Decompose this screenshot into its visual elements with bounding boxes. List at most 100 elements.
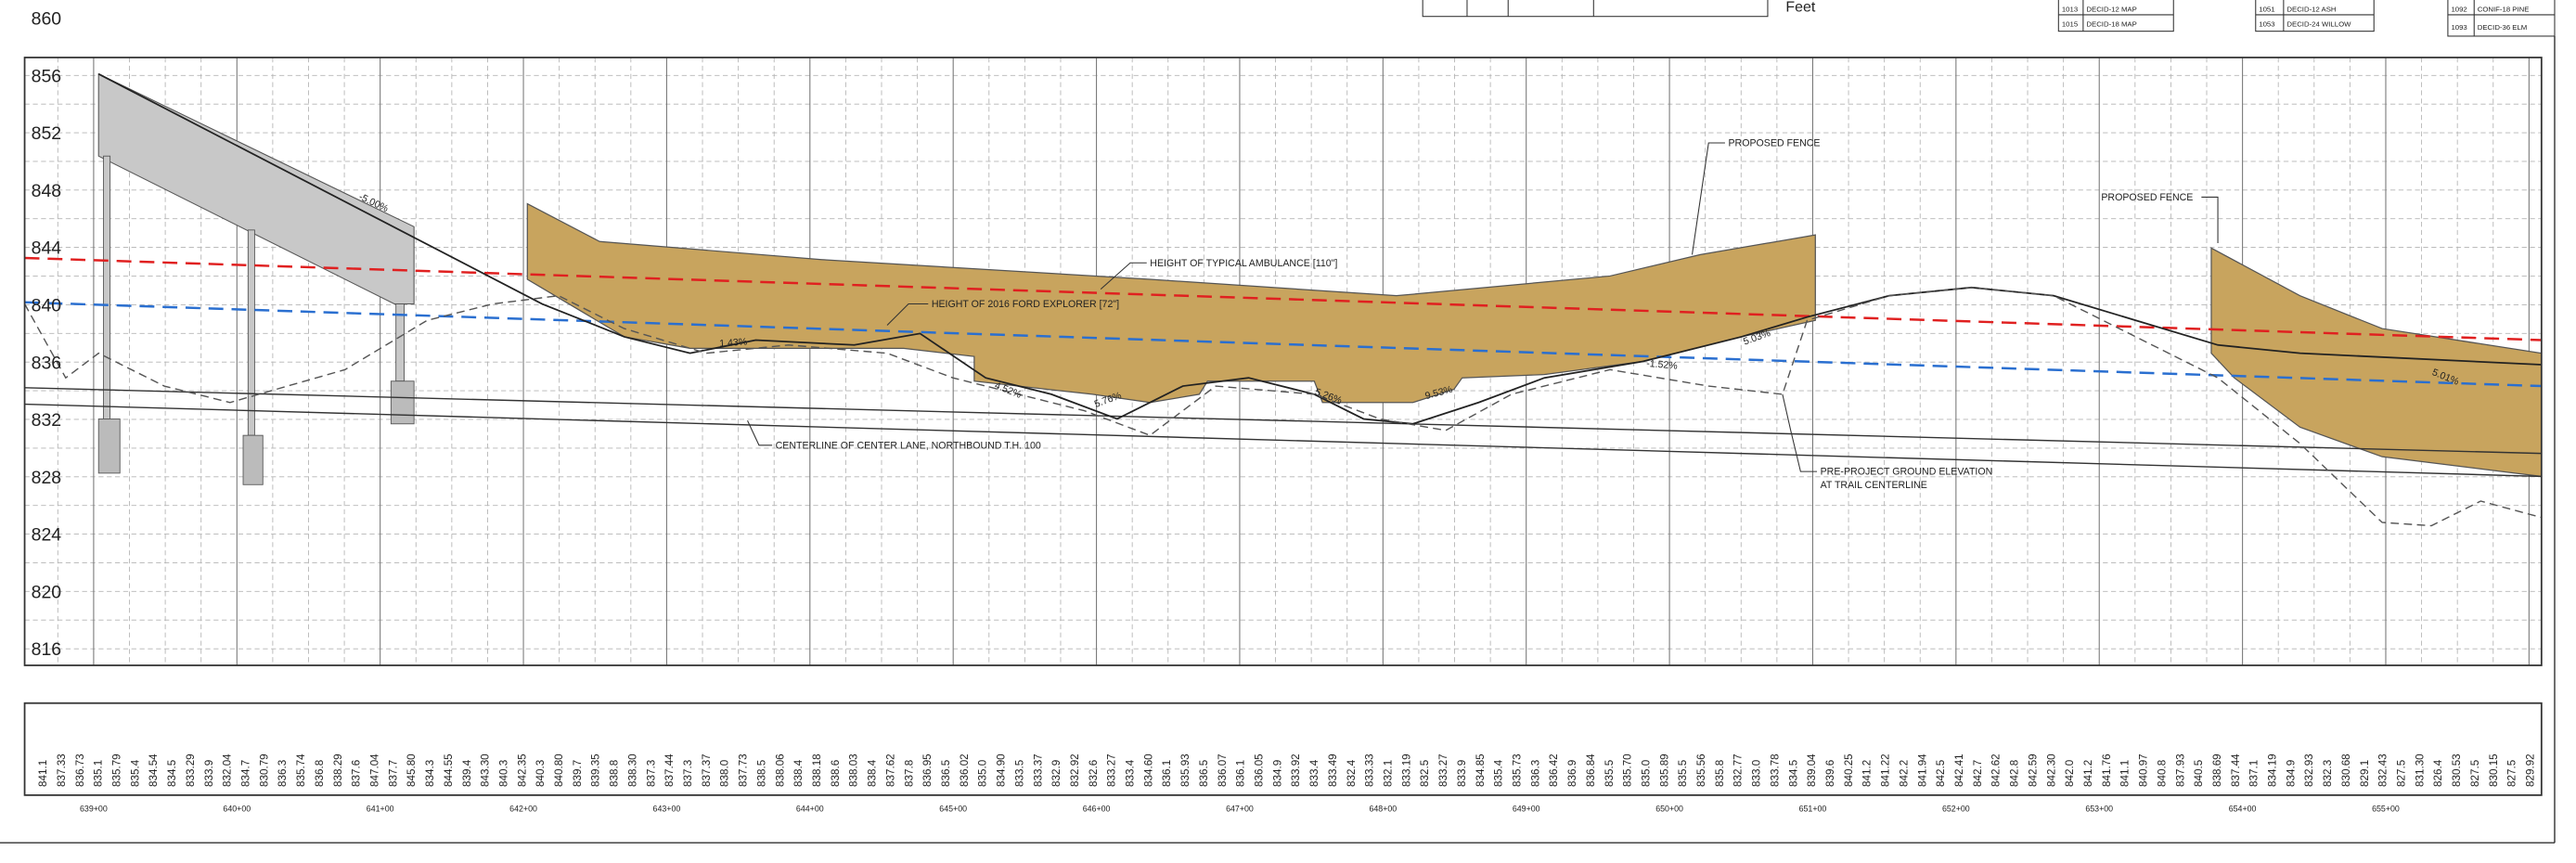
elevation-reading: 841.1 bbox=[37, 760, 49, 787]
elevation-reading: 842.41 bbox=[1953, 754, 1965, 787]
elevation-reading: 834.60 bbox=[1142, 754, 1154, 787]
footing bbox=[391, 381, 414, 424]
elevation-reading: 835.0 bbox=[977, 759, 989, 787]
elevation-reading: 838.18 bbox=[811, 754, 823, 787]
elevation-reading: 838.4 bbox=[792, 759, 805, 787]
elevation-reading: 847.04 bbox=[368, 754, 380, 787]
elevation-reading: 836.42 bbox=[1548, 754, 1560, 787]
elevation-reading: 837.62 bbox=[884, 754, 896, 787]
elevation-reading: 838.5 bbox=[755, 760, 767, 787]
elevation-label: 848 bbox=[32, 181, 61, 201]
elevation-reading: 836.8 bbox=[314, 760, 326, 787]
elevation-reading: 843.30 bbox=[480, 754, 492, 787]
station-label: 647+00 bbox=[1226, 805, 1254, 814]
elevation-reading: 831.30 bbox=[2414, 754, 2426, 787]
station-label: 640+00 bbox=[223, 805, 251, 814]
elevation-reading: 837.8 bbox=[903, 760, 915, 787]
elevation-reading: 837.44 bbox=[663, 754, 676, 787]
elevation-label: 860 bbox=[32, 9, 62, 30]
elevation-reading: 837.37 bbox=[701, 754, 713, 787]
elevation-reading: 835.1 bbox=[93, 760, 105, 787]
profile-sheet: Feet 1013 DECID-12 MAP 1015 DECID-18 MAP… bbox=[0, 0, 2576, 863]
elevation-reading: 838.06 bbox=[774, 754, 786, 787]
elevation-reading: 833.78 bbox=[1769, 754, 1781, 787]
elevation-reading: 837.93 bbox=[2174, 754, 2186, 787]
elevation-reading: 842.2 bbox=[1898, 760, 1910, 787]
elevation-reading: 839.6 bbox=[1824, 760, 1836, 787]
elevation-reading: 832.43 bbox=[2377, 754, 2389, 787]
elevation-label: 840 bbox=[32, 295, 62, 316]
elevation-reading: 837.6 bbox=[351, 760, 363, 787]
elevation-reading: 838.6 bbox=[830, 760, 842, 787]
elevation-reading: 832.9 bbox=[1050, 760, 1063, 787]
station-label: 649+00 bbox=[1513, 805, 1540, 814]
elevation-reading: 835.93 bbox=[1179, 754, 1191, 787]
elevation-label: 836 bbox=[32, 353, 61, 373]
footing bbox=[98, 419, 120, 472]
elevation-reading: 845.80 bbox=[406, 754, 418, 787]
legend-species: CONIF-18 PINE bbox=[2478, 5, 2530, 13]
legend-code: 1092 bbox=[2451, 5, 2467, 13]
elevation-reading: 832.77 bbox=[1732, 754, 1745, 787]
slope-label: 1.43% bbox=[719, 336, 748, 349]
elevation-reading: 840.8 bbox=[2156, 760, 2168, 787]
station-label: 653+00 bbox=[2085, 805, 2113, 814]
elevation-reading: 837.73 bbox=[738, 754, 750, 787]
elevation-reading: 837.44 bbox=[2230, 754, 2242, 787]
elevation-reading: 835.79 bbox=[111, 754, 123, 787]
elevation-reading: 833.27 bbox=[1437, 754, 1449, 787]
elevation-reading: 833.0 bbox=[1751, 759, 1763, 787]
elevation-reading: 835.5 bbox=[1604, 760, 1616, 787]
elevation-reading: 838.8 bbox=[609, 760, 621, 787]
elevation-reading: 838.03 bbox=[848, 754, 860, 787]
elevation-reading: 835.0 bbox=[1640, 759, 1652, 787]
elevation-reading: 841.2 bbox=[1861, 760, 1874, 787]
elevation-reading: 840.80 bbox=[553, 754, 565, 787]
elevation-reading: 836.73 bbox=[74, 754, 86, 787]
elevation-reading: 835.5 bbox=[1677, 760, 1689, 787]
elevation-reading: 835.89 bbox=[1658, 754, 1670, 787]
station-label: 639+00 bbox=[80, 805, 108, 814]
elevation-reading: 837.1 bbox=[2248, 760, 2260, 787]
elevation-reading: 836.02 bbox=[959, 754, 971, 787]
elevation-reading: 834.19 bbox=[2267, 754, 2279, 787]
elevation-reading: 834.90 bbox=[996, 754, 1008, 787]
elevation-reading: 841.76 bbox=[2101, 754, 2113, 787]
elevation-reading: 834.7 bbox=[240, 760, 252, 787]
station-label: 642+00 bbox=[509, 805, 537, 814]
elevation-reading: 841.22 bbox=[1880, 754, 1892, 787]
elevation-reading: 836.3 bbox=[1529, 760, 1541, 787]
clearance-envelope bbox=[527, 204, 1815, 403]
elevation-reading: 833.27 bbox=[1106, 754, 1118, 787]
elevation-reading: 836.07 bbox=[1217, 754, 1229, 787]
elevation-reading: 827.5 bbox=[2506, 760, 2518, 787]
elevation-reading: 838.0 bbox=[719, 759, 731, 787]
elevation-reading: 832.93 bbox=[2303, 754, 2315, 787]
elevation-reading: 833.29 bbox=[185, 754, 197, 787]
elevation-reading: 832.5 bbox=[1419, 760, 1431, 787]
elevation-reading: 833.9 bbox=[203, 760, 215, 787]
elevation-reading: 834.85 bbox=[1475, 754, 1487, 787]
elevation-reading: 840.25 bbox=[1843, 754, 1855, 787]
elevation-reading: 837.3 bbox=[682, 760, 694, 787]
elevation-reading: 832.04 bbox=[222, 754, 234, 787]
elevation-reading: 836.1 bbox=[1235, 760, 1247, 787]
elevation-label: 828 bbox=[32, 468, 61, 488]
elevation-reading: 833.37 bbox=[1032, 754, 1044, 787]
elevation-reading: 842.5 bbox=[1935, 760, 1947, 787]
elevation-reading: 835.8 bbox=[1714, 760, 1726, 787]
station-label: 643+00 bbox=[653, 805, 681, 814]
station-label: 650+00 bbox=[1655, 805, 1683, 814]
elevation-reading: 833.92 bbox=[1290, 754, 1302, 787]
elevation-reading: 836.95 bbox=[921, 754, 934, 787]
annotation: HEIGHT OF 2016 FORD EXPLORER [72"] bbox=[932, 299, 1119, 310]
elevation-label: 844 bbox=[32, 238, 62, 259]
elevation-reading: 834.5 bbox=[166, 760, 178, 787]
elevation-reading: 835.73 bbox=[1511, 754, 1523, 787]
annotation: HEIGHT OF TYPICAL AMBULANCE [110"] bbox=[1150, 258, 1337, 269]
elevation-reading: 834.3 bbox=[424, 760, 436, 787]
elevation-reading: 833.4 bbox=[1308, 759, 1320, 787]
elevation-reading: 836.9 bbox=[1566, 760, 1578, 787]
elevation-reading: 840.97 bbox=[2138, 754, 2150, 787]
annotation: CENTERLINE OF CENTER LANE, NORTHBOUND T.… bbox=[776, 440, 1041, 451]
